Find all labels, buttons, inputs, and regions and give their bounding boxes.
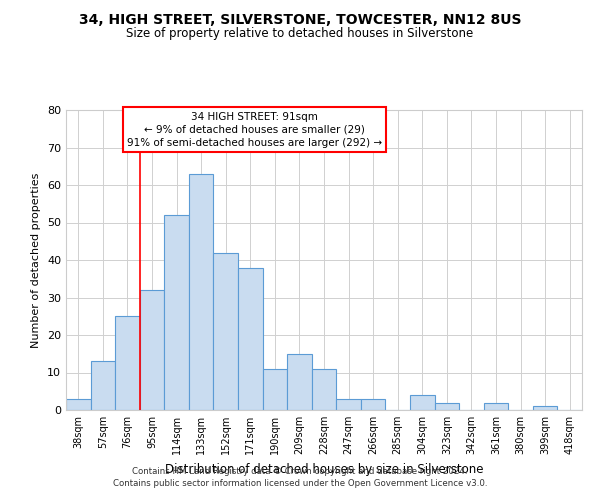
- X-axis label: Distribution of detached houses by size in Silverstone: Distribution of detached houses by size …: [165, 462, 483, 475]
- Y-axis label: Number of detached properties: Number of detached properties: [31, 172, 41, 348]
- Bar: [214, 252, 238, 410]
- Text: 34, HIGH STREET, SILVERSTONE, TOWCESTER, NN12 8US: 34, HIGH STREET, SILVERSTONE, TOWCESTER,…: [79, 12, 521, 26]
- Bar: [263, 369, 287, 410]
- Bar: [434, 402, 459, 410]
- Bar: [140, 290, 164, 410]
- Bar: [336, 399, 361, 410]
- Text: Size of property relative to detached houses in Silverstone: Size of property relative to detached ho…: [127, 28, 473, 40]
- Bar: [238, 268, 263, 410]
- Bar: [189, 174, 214, 410]
- Bar: [91, 361, 115, 410]
- Bar: [361, 399, 385, 410]
- Bar: [312, 369, 336, 410]
- Text: 34 HIGH STREET: 91sqm
← 9% of detached houses are smaller (29)
91% of semi-detac: 34 HIGH STREET: 91sqm ← 9% of detached h…: [127, 112, 382, 148]
- Text: Contains HM Land Registry data © Crown copyright and database right 2024.
Contai: Contains HM Land Registry data © Crown c…: [113, 466, 487, 487]
- Bar: [287, 354, 312, 410]
- Bar: [533, 406, 557, 410]
- Bar: [164, 215, 189, 410]
- Bar: [115, 316, 140, 410]
- Bar: [484, 402, 508, 410]
- Bar: [410, 395, 434, 410]
- Bar: [66, 399, 91, 410]
